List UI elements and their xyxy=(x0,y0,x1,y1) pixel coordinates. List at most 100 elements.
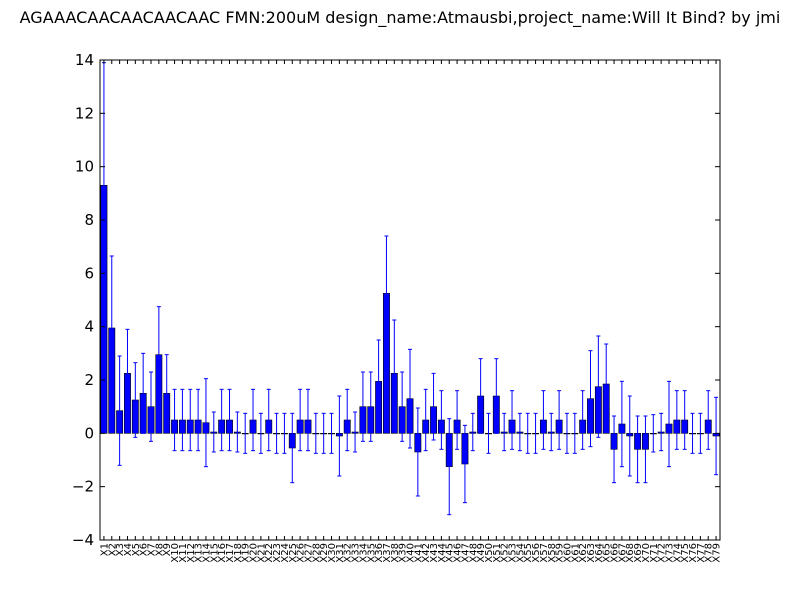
x-tick-label-X11: X11 xyxy=(178,543,189,563)
error-bar-X60 xyxy=(564,412,569,454)
error-bar-X78 xyxy=(706,390,711,450)
error-bar-X25 xyxy=(290,412,295,484)
x-tick-label-X5: X5 xyxy=(131,543,142,556)
y-tick-label: 12 xyxy=(75,104,94,122)
x-tick-label-X71: X71 xyxy=(649,543,660,563)
x-axis: X1X2X3X4X5X6X7X8X9X10X11X12X13X14X15X16X… xyxy=(99,60,723,563)
x-tick-label-X21: X21 xyxy=(256,543,267,563)
x-tick-label-X54: X54 xyxy=(515,543,526,563)
error-bar-X36 xyxy=(376,339,381,424)
error-bar-X54 xyxy=(517,412,522,452)
error-bar-X72 xyxy=(659,412,664,452)
error-bar-X18 xyxy=(235,411,240,453)
x-tick-label-X47: X47 xyxy=(460,543,471,563)
error-bar-X2 xyxy=(109,255,114,401)
x-tick-label-X56: X56 xyxy=(531,543,542,563)
x-tick-label-X38: X38 xyxy=(390,543,401,563)
x-tick-label-X18: X18 xyxy=(233,543,244,563)
y-tick-label: 14 xyxy=(75,51,94,69)
x-tick-label-X76: X76 xyxy=(688,543,699,563)
error-bar-X12 xyxy=(188,388,193,452)
x-tick-label-X15: X15 xyxy=(209,543,220,563)
x-tick-label-X41: X41 xyxy=(413,543,424,563)
x-tick-label-X17: X17 xyxy=(225,543,236,563)
error-bar-X79 xyxy=(714,396,719,476)
y-axis: −4 −2 0 2 4 6 8 10 12 14 xyxy=(72,51,720,549)
x-tick-label-X44: X44 xyxy=(437,543,448,563)
x-tick-label-X10: X10 xyxy=(170,543,181,563)
error-bar-X16 xyxy=(219,388,224,452)
x-tick-label-X6: X6 xyxy=(139,543,150,556)
error-bar-X44 xyxy=(439,390,444,450)
error-bar-X4 xyxy=(125,328,130,418)
x-tick-label-X63: X63 xyxy=(586,543,597,563)
error-bar-X41 xyxy=(415,407,420,497)
x-tick-label-X26: X26 xyxy=(296,543,307,563)
x-tick-label-X25: X25 xyxy=(288,543,299,563)
error-bar-X28 xyxy=(313,412,318,454)
x-tick-label-X51: X51 xyxy=(492,543,503,563)
plot-frame xyxy=(99,59,721,541)
x-tick-label-X30: X30 xyxy=(327,543,338,563)
error-bar-X29 xyxy=(321,412,326,454)
error-bar-X3 xyxy=(117,355,122,466)
error-bar-X34 xyxy=(360,371,365,442)
x-tick-label-X4: X4 xyxy=(123,543,134,556)
x-tick-label-X62: X62 xyxy=(578,543,589,563)
error-bar-X21 xyxy=(258,412,263,454)
error-bar-X39 xyxy=(400,371,405,442)
error-bar-X6 xyxy=(141,352,146,434)
error-bar-X55 xyxy=(525,412,530,454)
x-tick-label-X68: X68 xyxy=(625,543,636,563)
x-tick-label-X29: X29 xyxy=(319,543,330,563)
error-bar-X56 xyxy=(533,412,538,454)
error-bar-X42 xyxy=(423,388,428,452)
error-bar-X49 xyxy=(478,358,483,434)
error-bar-X77 xyxy=(698,412,703,454)
error-bar-X51 xyxy=(494,358,499,434)
error-bar-X14 xyxy=(203,378,208,468)
x-tick-label-X45: X45 xyxy=(445,543,456,563)
y-tick-label: −2 xyxy=(72,478,94,496)
x-tick-label-X77: X77 xyxy=(696,543,707,563)
error-bar-X31 xyxy=(337,395,342,477)
x-tick-label-X34: X34 xyxy=(358,543,369,563)
error-bar-X13 xyxy=(196,388,201,452)
x-tick-label-X42: X42 xyxy=(421,543,432,563)
error-bar-X68 xyxy=(627,395,632,477)
error-bar-X75 xyxy=(682,390,687,450)
error-bar-X11 xyxy=(180,388,185,452)
x-tick-label-X55: X55 xyxy=(523,543,534,563)
error-bar-X66 xyxy=(612,415,617,484)
x-tick-label-X31: X31 xyxy=(335,543,346,563)
x-tick-label-X48: X48 xyxy=(468,543,479,563)
x-tick-label-X70: X70 xyxy=(641,543,652,563)
error-bar-X5 xyxy=(133,362,138,438)
error-bar-X19 xyxy=(243,412,248,454)
x-tick-label-X43: X43 xyxy=(429,543,440,563)
error-bar-X58 xyxy=(549,412,554,452)
x-tick-label-X27: X27 xyxy=(303,543,314,563)
error-bar-X74 xyxy=(674,390,679,450)
x-tick-label-X58: X58 xyxy=(547,543,558,563)
error-bar-X37 xyxy=(384,235,389,352)
error-bar-X71 xyxy=(651,414,656,453)
error-bar-X20 xyxy=(251,388,256,452)
x-tick-label-X8: X8 xyxy=(154,543,165,556)
x-tick-label-X67: X67 xyxy=(617,543,628,563)
x-tick-label-X66: X66 xyxy=(610,543,621,563)
x-tick-label-X1: X1 xyxy=(99,543,110,556)
error-bar-X48 xyxy=(470,412,475,452)
x-tick-label-X3: X3 xyxy=(115,543,126,556)
error-bar-X35 xyxy=(368,371,373,442)
error-bar-X45 xyxy=(447,418,452,516)
error-bar-X47 xyxy=(462,424,467,504)
x-tick-label-X79: X79 xyxy=(712,543,723,563)
y-tick-label: 2 xyxy=(84,371,94,389)
y-tick-label: 4 xyxy=(84,318,94,336)
error-bar-X32 xyxy=(345,388,350,452)
x-tick-label-X14: X14 xyxy=(201,543,212,563)
error-bar-X24 xyxy=(282,412,287,454)
x-tick-label-X32: X32 xyxy=(343,543,354,563)
